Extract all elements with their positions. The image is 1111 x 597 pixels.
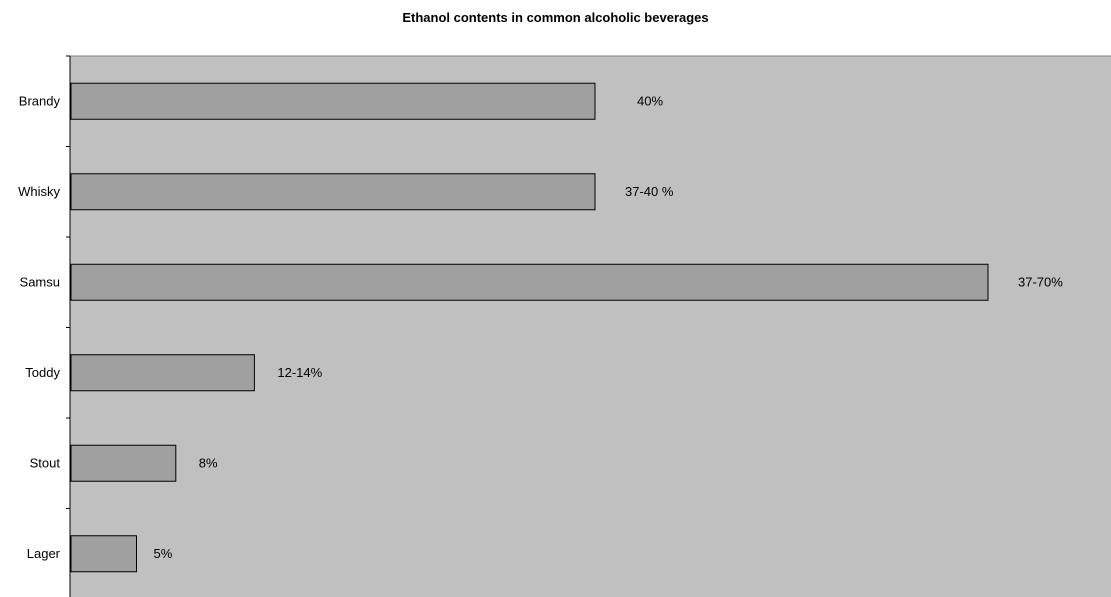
data-label-stout: 8%	[199, 455, 218, 470]
bar-stout	[70, 444, 177, 482]
category-label-lager: Lager	[27, 546, 61, 561]
bar-whisky	[70, 173, 596, 211]
bar-brandy	[70, 82, 596, 120]
category-label-brandy: Brandy	[19, 93, 61, 108]
category-label-whisky: Whisky	[18, 184, 60, 199]
data-label-whisky: 37-40 %	[625, 184, 674, 199]
category-label-samsu: Samsu	[20, 274, 60, 289]
data-label-toddy: 12-14%	[277, 365, 322, 380]
category-label-stout: Stout	[30, 455, 61, 470]
category-label-toddy: Toddy	[25, 365, 60, 380]
bar-toddy	[70, 354, 255, 392]
data-label-samsu: 37-70%	[1018, 274, 1063, 289]
bar-samsu	[70, 263, 989, 301]
bar-lager	[70, 535, 137, 573]
chart-title: Ethanol contents in common alcoholic bev…	[402, 10, 709, 25]
data-label-lager: 5%	[154, 546, 173, 561]
data-label-brandy: 40%	[637, 93, 663, 108]
plot-area	[70, 56, 1111, 597]
